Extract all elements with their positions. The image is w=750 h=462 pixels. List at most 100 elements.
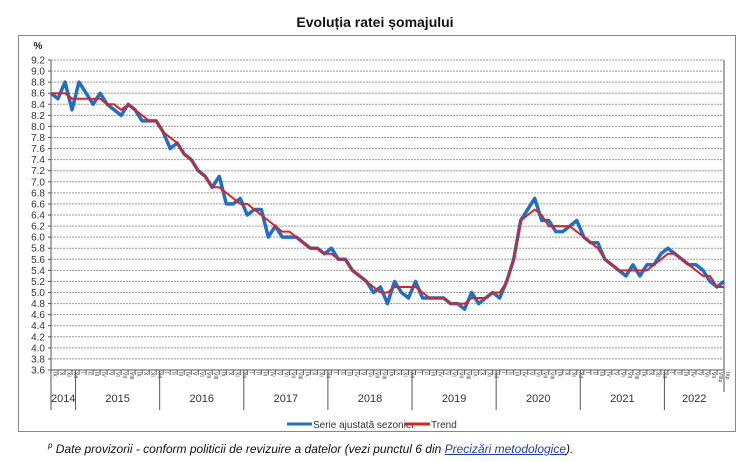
x-month-label: VI: [619, 372, 625, 377]
x-month-label: X: [58, 372, 64, 376]
y-tick-label: 6.0: [31, 233, 45, 244]
x-month-label: X: [142, 372, 148, 376]
y-tick-label: 5.8: [31, 244, 45, 255]
methodology-link[interactable]: Precizări metodologice: [444, 442, 567, 456]
x-month-label: II: [591, 372, 597, 375]
x-month-label: X: [647, 372, 653, 376]
x-month-label: III: [514, 372, 520, 376]
x-month-label: V: [275, 372, 281, 376]
y-tick-label: 8.0: [31, 122, 45, 133]
x-year-label: 2019: [442, 393, 466, 405]
x-month-label: VI: [366, 372, 372, 377]
x-month-label: II: [423, 372, 429, 375]
x-month-label: I: [500, 372, 506, 373]
y-tick-label: 7.4: [31, 155, 45, 166]
legend-label: Trend: [431, 420, 457, 431]
footnote: p Date provizorii - conform politicii de…: [48, 441, 573, 456]
x-month-label: XII: [72, 372, 78, 378]
x-month-label: XI: [233, 372, 239, 377]
x-year-label: 2021: [610, 393, 634, 405]
x-month-label: VI: [703, 372, 709, 377]
x-month-label: XI: [402, 372, 408, 377]
x-month-label: III: [93, 372, 99, 376]
x-month-label: XI: [149, 372, 155, 377]
y-tick-label: 5.6: [31, 255, 45, 266]
y-tick-label: 4.4: [31, 321, 45, 332]
x-year-label: 2016: [189, 393, 213, 405]
x-month-label: VI: [114, 372, 120, 377]
y-tick-label: 8.8: [31, 78, 45, 89]
x-month-label: III: [177, 372, 183, 376]
x-month-label: II: [254, 372, 260, 375]
x-month-label: V: [528, 372, 534, 376]
x-month-label: III: [430, 372, 436, 376]
x-month-label: VII: [289, 372, 295, 378]
x-month-label: XI: [486, 372, 492, 377]
x-month-label: VIII: [633, 372, 639, 380]
x-month-label: I: [331, 372, 337, 373]
x-month-label: V: [696, 372, 702, 376]
x-month-label: X: [226, 372, 232, 376]
x-month-label: IV: [100, 372, 106, 377]
x-month-label: IX: [388, 372, 394, 377]
x-month-label: I: [668, 372, 674, 373]
y-tick-label: 8.4: [31, 100, 45, 111]
x-month-label: X: [479, 372, 485, 376]
chart-frame: [18, 35, 736, 432]
x-month-label: VII: [710, 372, 716, 378]
x-month-label: XII: [577, 372, 583, 378]
series-line-seasonally-adjusted: [49, 80, 726, 311]
x-month-label: II: [86, 372, 92, 375]
y-tick-label: 4.6: [31, 310, 45, 321]
x-month-label: II: [507, 372, 513, 375]
x-month-label: XII: [409, 372, 415, 378]
y-tick-label: 7.2: [31, 166, 45, 177]
x-month-label: XI: [654, 372, 660, 377]
x-month-label: XII: [661, 372, 667, 378]
x-month-label: III: [345, 372, 351, 376]
x-month-label: II: [338, 372, 344, 375]
x-month-label: X: [563, 372, 569, 376]
x-month-label: V: [612, 372, 618, 376]
x-year-label: 2018: [358, 393, 382, 405]
y-tick-label: 4.2: [31, 332, 45, 343]
y-tick-label: 6.6: [31, 199, 45, 210]
x-month-label: VIII: [549, 372, 555, 380]
x-year-label: 2017: [274, 393, 298, 405]
x-month-label: V: [107, 372, 113, 376]
x-month-label: I: [163, 372, 169, 373]
x-year-label: 2015: [105, 393, 129, 405]
x-month-label: XII: [324, 372, 330, 378]
x-month-label: II: [675, 372, 681, 375]
y-tick-label: 6.4: [31, 211, 45, 222]
x-month-label: V: [359, 372, 365, 376]
x-month-label: IV: [184, 372, 190, 377]
x-month-label: VI: [535, 372, 541, 377]
x-month-label: IX: [51, 372, 57, 377]
y-tick-label: 4.8: [31, 299, 45, 310]
x-month-label: IV: [437, 372, 443, 377]
x-month-label: VIII: [128, 372, 134, 380]
x-month-label: VIII: [296, 372, 302, 380]
x-month-label: II: [170, 372, 176, 375]
x-month-label: VI: [451, 372, 457, 377]
footnote-marker: p: [48, 441, 53, 450]
y-tick-label: 3.6: [31, 366, 45, 377]
x-month-label: XII: [156, 372, 162, 378]
x-month-label: VIII: [465, 372, 471, 380]
x-year-label: 2022: [682, 393, 706, 405]
x-month-label: IV: [521, 372, 527, 377]
x-month-label: VIII: [380, 372, 386, 380]
x-month-label: XI: [317, 372, 323, 377]
x-month-label: X: [310, 372, 316, 376]
y-tick-label: 7.6: [31, 144, 45, 155]
y-tick-label: 4.0: [31, 343, 45, 354]
x-month-label: IV: [268, 372, 274, 377]
x-month-label: VII: [458, 372, 464, 378]
x-month-label: V: [191, 372, 197, 376]
legend-label: Serie ajustată sezonier: [313, 420, 415, 431]
x-month-label: VIII: [212, 372, 218, 380]
x-month-label: X: [395, 372, 401, 376]
y-tick-label: 7.0: [31, 177, 45, 188]
